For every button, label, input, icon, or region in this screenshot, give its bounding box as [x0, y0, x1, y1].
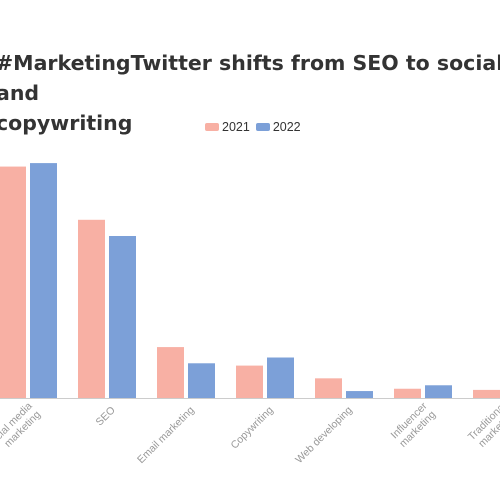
bar-2021-4 [315, 378, 342, 398]
bar-2021-6 [473, 389, 500, 398]
legend-swatch-2022 [255, 123, 270, 131]
x-tick-label-1: SEO [94, 404, 118, 428]
x-tick-label-3: Copywriting [228, 404, 275, 451]
x-tick-label-line: Copywriting [228, 404, 275, 451]
legend-swatch-2021 [205, 123, 219, 131]
chart-legend: 2021 2022 [205, 120, 307, 134]
legend-label-2022: 2022 [272, 120, 301, 134]
bar-2021-5 [394, 388, 421, 398]
bar-2022-0 [30, 163, 57, 398]
x-tick-label-0: Social mediamarketing [0, 400, 43, 460]
x-tick-label-4: Web developing [293, 404, 355, 466]
x-tick-label-line: SEO [94, 404, 118, 428]
bar-2022-1 [109, 236, 136, 398]
legend-label-2021: 2021 [222, 120, 250, 134]
bar-2022-3 [267, 357, 294, 398]
bar-2021-0 [0, 166, 26, 398]
legend-item-2022: 2022 [255, 120, 301, 134]
legend-item-2021: 2021 [205, 120, 250, 134]
x-tick-label-6: Traditionalmarketing [466, 400, 500, 452]
x-tick-label-2: Email marketing [135, 404, 197, 466]
bar-2021-2 [157, 347, 184, 398]
bar-2022-2 [188, 363, 215, 398]
x-tick-label-line: Email marketing [135, 404, 197, 466]
x-tick-label-5: Influencermarketing [389, 400, 439, 450]
x-tick-label-line: Web developing [293, 404, 355, 466]
chart-title: #MarketingTwitter shifts from SEO to soc… [0, 51, 500, 135]
bar-2021-1 [78, 219, 105, 398]
bar-2022-5 [425, 385, 452, 398]
bar-2022-4 [346, 391, 373, 398]
bar-2021-3 [236, 365, 263, 398]
